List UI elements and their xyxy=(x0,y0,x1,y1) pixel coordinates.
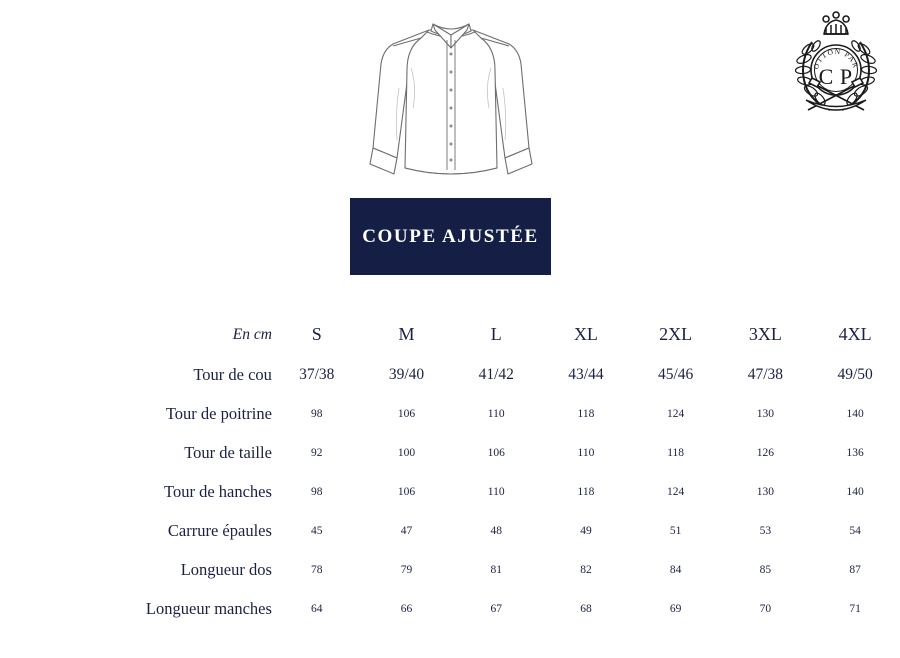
cotton-park-logo: COTTON PARK C P xyxy=(779,1,890,118)
cell-sleeve-length-3xl: 70 xyxy=(759,602,772,615)
shirt-illustration xyxy=(363,8,539,188)
cell-waist-s: 92 xyxy=(311,446,323,459)
cell-hips-s: 98 xyxy=(311,485,323,498)
cell-sleeve-length-l: 67 xyxy=(490,602,502,615)
cell-waist-2xl: 118 xyxy=(667,446,685,459)
monogram-p: P xyxy=(840,64,852,89)
size-header-3xl: 3XL xyxy=(748,324,782,344)
table-row: Tour de taille 92 100 106 110 118 126 13… xyxy=(0,433,900,472)
cell-chest-m: 106 xyxy=(397,407,416,420)
cell-back-length-2xl: 84 xyxy=(669,563,682,576)
cell-chest-2xl: 124 xyxy=(667,407,685,420)
cell-shoulders-xl: 49 xyxy=(580,524,592,537)
cell-back-length-m: 79 xyxy=(400,563,413,576)
cell-waist-4xl: 136 xyxy=(846,446,864,459)
row-label-chest: Tour de poitrine xyxy=(165,403,272,423)
cell-neck-s: 37/38 xyxy=(299,365,335,383)
cell-shoulders-2xl: 51 xyxy=(669,524,682,537)
cell-hips-xl: 118 xyxy=(577,485,595,498)
dress-shirt-icon xyxy=(369,23,533,175)
cell-chest-3xl: 130 xyxy=(756,407,774,420)
table-row: Carrure épaules 45 47 48 49 51 53 54 xyxy=(0,511,900,550)
cell-hips-4xl: 140 xyxy=(846,485,864,498)
table-row: Tour de hanches 98 106 110 118 124 130 1… xyxy=(0,472,900,511)
size-header-xl: XL xyxy=(573,324,598,344)
table-row: Longueur manches 64 66 67 68 69 70 71 xyxy=(0,589,900,628)
table-header-row: En cm S M L XL 2XL 3XL 4XL xyxy=(0,314,900,355)
row-label-sleeve-length: Longueur manches xyxy=(145,598,272,618)
cell-chest-xl: 118 xyxy=(577,407,595,420)
cell-shoulders-l: 48 xyxy=(490,524,502,537)
cell-sleeve-length-2xl: 69 xyxy=(669,602,682,615)
cell-sleeve-length-4xl: 71 xyxy=(849,602,861,615)
cell-shoulders-3xl: 53 xyxy=(759,524,772,537)
cell-waist-m: 100 xyxy=(397,446,416,459)
cell-shoulders-s: 45 xyxy=(311,524,323,537)
fit-type-banner: COUPE AJUSTÉE xyxy=(350,198,551,275)
cell-waist-xl: 110 xyxy=(577,446,595,459)
cell-chest-4xl: 140 xyxy=(846,407,864,420)
cell-neck-xl: 43/44 xyxy=(568,365,604,383)
row-label-back-length: Longueur dos xyxy=(180,559,272,579)
cell-neck-m: 39/40 xyxy=(388,365,425,383)
cell-shoulders-4xl: 54 xyxy=(849,524,861,537)
size-header-m: M xyxy=(398,324,415,344)
row-label-hips: Tour de hanches xyxy=(164,481,272,501)
size-header-2xl: 2XL xyxy=(659,324,693,344)
cell-back-length-3xl: 85 xyxy=(759,563,772,576)
cell-back-length-l: 81 xyxy=(490,563,502,576)
table-row: Tour de poitrine 98 106 110 118 124 130 … xyxy=(0,394,900,433)
cell-sleeve-length-m: 66 xyxy=(400,602,413,615)
cell-hips-2xl: 124 xyxy=(667,485,685,498)
table-row: Tour de cou 37/38 39/40 41/42 43/44 45/4… xyxy=(0,355,900,394)
size-chart-table: En cm S M L XL 2XL 3XL 4XL Tour de cou 3… xyxy=(0,314,900,628)
row-label-neck: Tour de cou xyxy=(193,364,272,384)
cell-neck-3xl: 47/38 xyxy=(747,365,784,383)
row-label-shoulders: Carrure épaules xyxy=(167,520,272,540)
cell-back-length-xl: 82 xyxy=(580,563,592,576)
cell-waist-3xl: 126 xyxy=(756,446,774,459)
button-column xyxy=(449,52,453,162)
cell-neck-4xl: 49/50 xyxy=(837,365,873,383)
size-header-4xl: 4XL xyxy=(838,324,872,344)
cell-sleeve-length-s: 64 xyxy=(311,602,323,615)
units-label: En cm xyxy=(232,325,272,343)
cell-shoulders-m: 47 xyxy=(400,524,413,537)
cell-neck-l: 41/42 xyxy=(478,365,514,383)
size-header-l: L xyxy=(490,324,502,344)
row-label-waist: Tour de taille xyxy=(184,442,272,462)
cell-hips-m: 106 xyxy=(397,485,416,498)
monogram-c: C xyxy=(819,64,834,89)
cell-waist-l: 106 xyxy=(487,446,505,459)
cell-sleeve-length-xl: 68 xyxy=(580,602,592,615)
cell-neck-2xl: 45/46 xyxy=(658,365,694,383)
cell-chest-s: 98 xyxy=(311,407,323,420)
cell-back-length-s: 78 xyxy=(311,563,323,576)
fit-type-label: COUPE AJUSTÉE xyxy=(362,225,539,247)
table-row: Longueur dos 78 79 81 82 84 85 87 xyxy=(0,550,900,589)
crest-icon: COTTON PARK C P xyxy=(779,1,878,111)
cell-chest-l: 110 xyxy=(487,407,505,420)
cell-back-length-4xl: 87 xyxy=(849,563,861,576)
cell-hips-l: 110 xyxy=(487,485,505,498)
cell-hips-3xl: 130 xyxy=(756,485,774,498)
size-header-s: S xyxy=(311,324,322,344)
